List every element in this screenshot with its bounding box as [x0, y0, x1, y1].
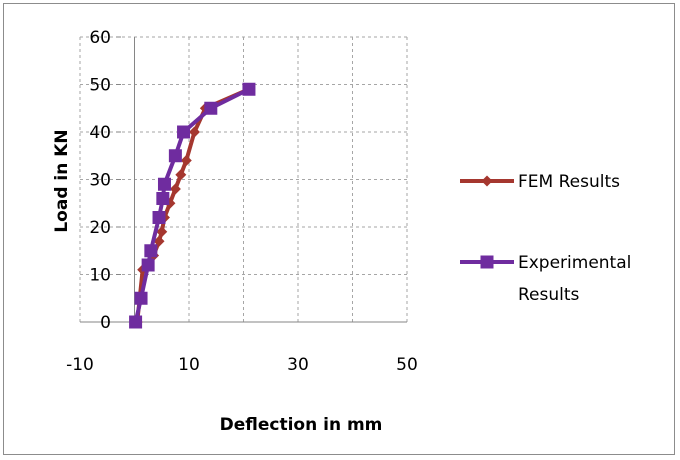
chart-frame [3, 3, 675, 455]
data-point [175, 169, 187, 181]
y-tick-label: 0 [100, 313, 111, 333]
gridlines [79, 36, 408, 322]
data-point [141, 258, 155, 272]
legend-label-line: Results [518, 285, 580, 305]
data-point [153, 235, 165, 247]
data-point [129, 315, 143, 329]
data-point [156, 192, 170, 205]
data-point [134, 291, 148, 305]
data-point [144, 244, 158, 258]
data-point [242, 82, 256, 96]
x-tick-label: -10 [66, 355, 94, 375]
legend-label: FEM Results [518, 172, 620, 192]
data-point [188, 126, 200, 138]
data-point [152, 211, 166, 224]
y-tick-label: 10 [89, 266, 111, 286]
tick-labels: 0 10 20 30 40 50 60 -10 10 30 50 [66, 28, 418, 375]
y-tick-label: 60 [89, 28, 111, 48]
data-point [157, 177, 171, 191]
data-point [168, 149, 182, 163]
x-tick-label: 50 [396, 355, 418, 375]
y-axis-title: Load in KN [52, 129, 72, 232]
series-layer [129, 82, 256, 329]
data-point [204, 101, 218, 115]
x-tick-label: 10 [178, 355, 200, 375]
y-tick-label: 30 [89, 171, 111, 191]
x-axis-title: Deflection in mm [220, 415, 383, 435]
data-point [156, 226, 168, 238]
y-tick-label: 20 [89, 218, 111, 238]
data-point [169, 183, 181, 195]
legend-marker [481, 175, 493, 187]
legend-label: Experimental Results [518, 253, 631, 305]
data-point [177, 125, 191, 139]
y-tick-label: 40 [89, 123, 111, 143]
series-line [133, 87, 250, 323]
x-tick-label: 30 [287, 355, 309, 375]
legend-label-line: Experimental [518, 253, 631, 273]
legend-marker [480, 255, 494, 269]
y-tick-label: 50 [89, 76, 111, 96]
data-point [180, 155, 192, 166]
legend: FEM Results Experimental Results [460, 172, 631, 305]
